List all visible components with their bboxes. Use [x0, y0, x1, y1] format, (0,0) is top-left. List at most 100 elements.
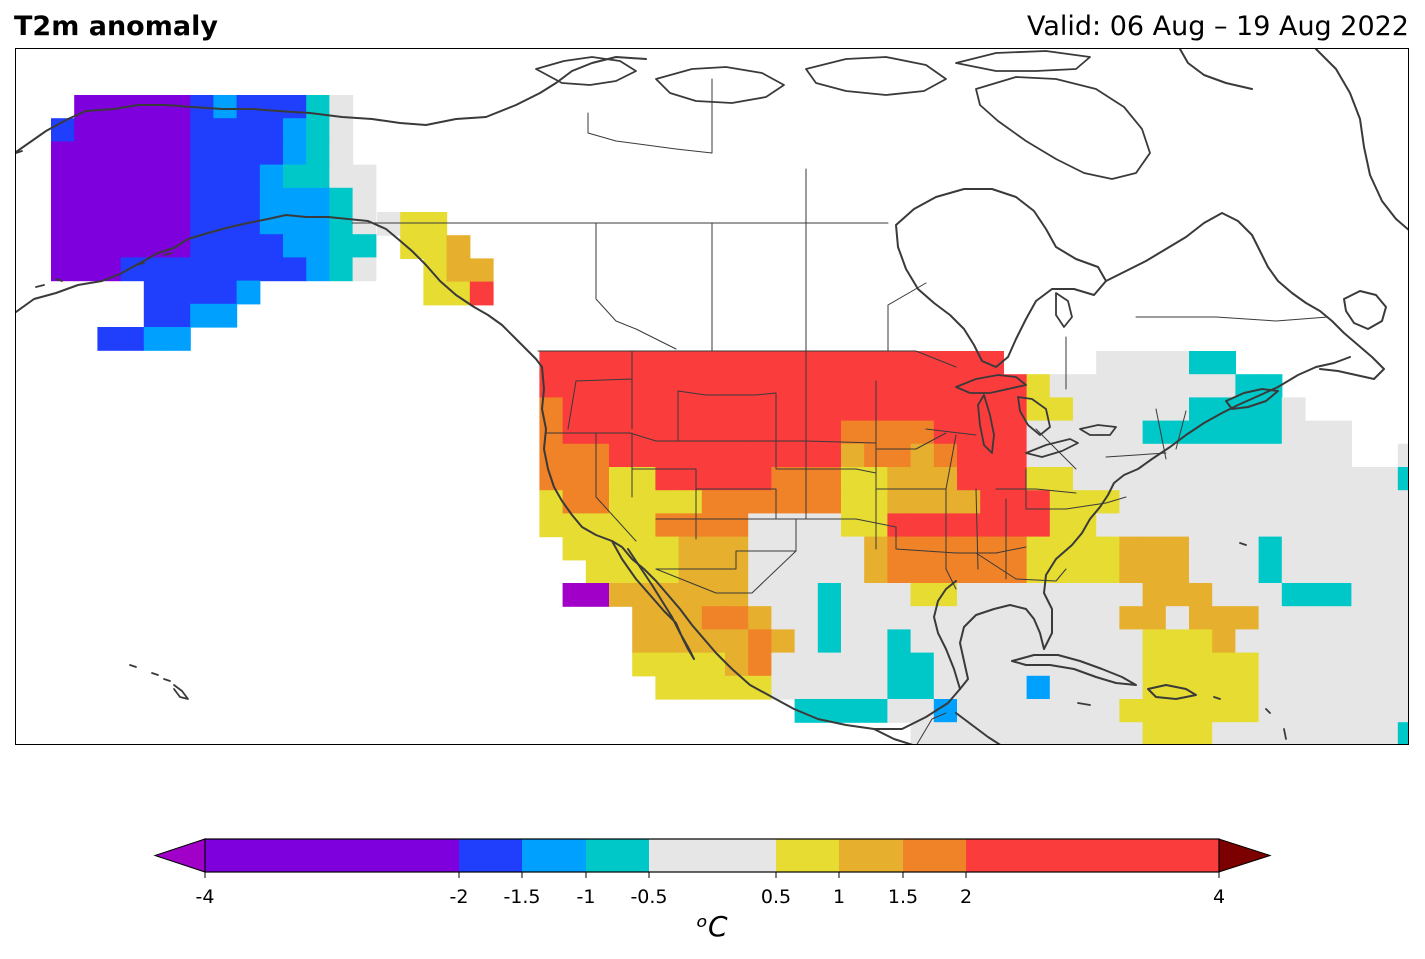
conus-cell: [771, 652, 796, 677]
conus-cell: [1073, 374, 1097, 398]
anomaly-cells: [51, 95, 1408, 744]
conus-cell: [701, 397, 726, 422]
conus-cell: [1328, 559, 1352, 584]
conus-cell: [1189, 397, 1213, 422]
conus-cell: [748, 513, 772, 538]
james-bay: [1055, 292, 1073, 328]
conus-cell: [701, 443, 726, 468]
alaska-cell: [236, 234, 261, 258]
conus-cell: [701, 467, 726, 491]
colorbar-bin: [966, 839, 1220, 872]
conus-cell: [1003, 583, 1028, 607]
alaska-cell: [143, 141, 168, 166]
alaska-north-coast: [16, 56, 647, 153]
conus-cell: [1235, 490, 1260, 514]
conus-cell: [933, 374, 958, 398]
colorbar-tick-label: -1.5: [503, 886, 540, 908]
bc-cell: [423, 258, 448, 283]
conus-cell: [1281, 490, 1306, 514]
conus-cell: [1003, 629, 1028, 654]
alaska-cell: [74, 234, 98, 258]
conus-cell: [817, 559, 842, 584]
conus-cell: [632, 420, 656, 445]
conus-cell: [655, 351, 680, 375]
lake-erie: [1025, 438, 1079, 458]
conus-cell: [609, 490, 633, 514]
conus-cell: [980, 513, 1004, 538]
alaska-cell: [190, 280, 214, 305]
conus-cell: [562, 467, 587, 491]
conus-cell: [771, 374, 796, 398]
alaska-cell: [236, 141, 261, 166]
conus-cell: [632, 513, 656, 538]
alaska-cell: [283, 118, 307, 142]
conus-cell: [748, 629, 772, 654]
conus-cell: [1328, 606, 1352, 630]
alaska-cell: [190, 211, 214, 235]
conus-cell: [1374, 652, 1399, 677]
conus-cell: [957, 699, 981, 723]
alaska-cell: [120, 118, 145, 142]
conus-cell: [1189, 652, 1213, 677]
conus-cell: [585, 467, 610, 491]
conus-cell: [771, 583, 796, 607]
conus-cell: [1142, 699, 1167, 723]
alaska-cell: [143, 187, 168, 212]
conus-cell: [1212, 351, 1236, 375]
alaska-cell: [51, 187, 75, 212]
conus-cell: [1281, 699, 1306, 723]
alaska-cell: [213, 211, 238, 235]
conus-cell: [1189, 559, 1213, 584]
alaska-cell: [167, 280, 191, 305]
alaska-cell: [306, 211, 330, 235]
conus-cell: [632, 351, 656, 375]
conus-cell: [725, 536, 749, 561]
conus-cell: [585, 374, 610, 398]
conus-cell: [817, 513, 842, 538]
conus-cell: [1026, 722, 1051, 744]
valid-period: Valid: 06 Aug – 19 Aug 2022: [1026, 11, 1409, 42]
alaska-cell: [329, 95, 354, 119]
conus-cell: [1328, 536, 1352, 561]
conus-cell: [1165, 420, 1190, 445]
conus-cell: [1142, 536, 1167, 561]
coastlines-and-borders: [16, 49, 1408, 744]
conus-cell: [1049, 559, 1074, 584]
conus-cell: [609, 351, 633, 375]
colorbar-tick-label: 1: [833, 886, 845, 908]
alaska-cell: [143, 280, 168, 305]
alaska-cell: [213, 141, 238, 166]
conus-cell: [1305, 583, 1329, 607]
conus-cell: [887, 699, 912, 723]
conus-cell: [748, 374, 772, 398]
conus-cell: [1374, 722, 1399, 744]
conus-cell: [725, 583, 749, 607]
conus-cell: [655, 675, 680, 700]
conus-cell: [887, 467, 912, 491]
conus-cell: [794, 652, 819, 677]
alaska-cell: [120, 211, 145, 235]
alaska-cell: [329, 257, 354, 282]
alaska-cell: [306, 141, 330, 166]
conus-cell: [910, 536, 935, 561]
conus-cell: [1049, 536, 1074, 561]
conus-cell: [585, 559, 610, 584]
conus-cell: [585, 443, 610, 468]
conus-cell: [1096, 675, 1120, 700]
conus-cell: [1049, 443, 1074, 468]
conus-cell: [1119, 559, 1144, 584]
alaska-cell: [97, 118, 122, 142]
conus-cell: [1189, 583, 1213, 607]
alaska-cell: [143, 211, 168, 235]
conus-cell: [817, 652, 842, 677]
conus-cell: [1096, 513, 1120, 538]
conus-cell: [1003, 606, 1028, 630]
conus-cell: [1049, 397, 1074, 422]
alaska-cell: [51, 164, 75, 189]
labrador-coast: [1105, 212, 1385, 380]
conus-cell: [609, 374, 633, 398]
conus-cell: [1096, 699, 1120, 723]
alaska-cell: [283, 257, 307, 282]
anomaly-map: [16, 49, 1408, 744]
conus-cell: [817, 374, 842, 398]
